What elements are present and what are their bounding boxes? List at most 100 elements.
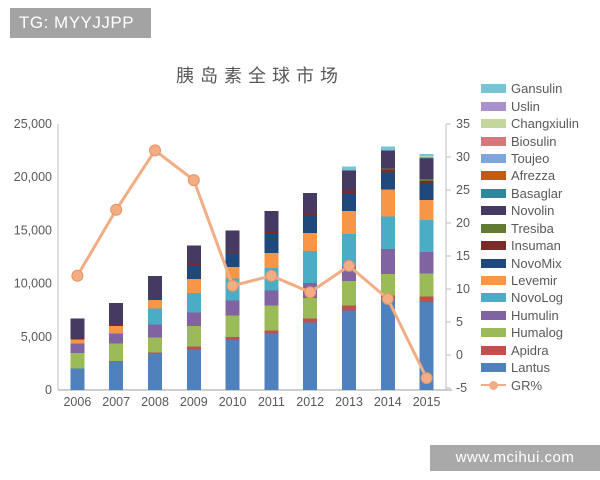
legend-item-humulin: Humulin (481, 307, 599, 324)
bar-segment-lantus (303, 322, 318, 390)
bar-segment-novomix (70, 339, 85, 340)
bar-segment-levemir (419, 200, 434, 220)
bar-segment-humalog (70, 353, 85, 369)
bar-segment-novolin (342, 170, 356, 191)
legend-item-toujeo: Toujeo (481, 150, 599, 167)
bar-segment-novomix (109, 325, 124, 327)
legend-item-novolin: Novolin (481, 202, 599, 219)
bar-segment-novomix (380, 172, 395, 190)
right-axis-tick-label: -5 (456, 381, 467, 395)
bar-segment-humulin (225, 300, 240, 316)
legend-label-tresiba: Tresiba (511, 220, 554, 236)
bar-segment-insuman (264, 232, 279, 235)
bar-segment-tresiba (419, 179, 434, 182)
legend-swatch-basaglar (481, 188, 506, 198)
legend-swatch-uslin (481, 101, 506, 111)
legend-swatch-humulin (481, 310, 506, 320)
bar-segment-toujeo (419, 157, 434, 158)
legend-swatch-apidra (481, 345, 506, 355)
legend-item-tresiba: Tresiba (481, 220, 599, 237)
legend-swatch-lantus (481, 363, 506, 373)
growth-rate-marker (226, 279, 239, 292)
bar-segment-lantus (380, 298, 395, 390)
growth-rate-marker (343, 259, 355, 272)
legend-line-marker-dot (489, 380, 498, 390)
bar-segment-novolin (419, 158, 434, 180)
legend-item-humalog: Humalog (481, 324, 599, 341)
left-axis-tick-label: 0 (45, 383, 52, 397)
growth-rate-line (76, 148, 428, 379)
bar-segment-novolog (419, 219, 434, 252)
legend-label-humalog: Humalog (511, 325, 564, 341)
bar-segment-novolog (303, 251, 318, 283)
legend-label-levemir: Levemir (511, 273, 558, 289)
bar-segment-insuman (419, 181, 434, 184)
legend-swatch-afrezza (481, 171, 506, 181)
legend-label-novolog: NovoLog (511, 290, 564, 306)
legend-swatch-changxiulin (481, 119, 506, 129)
bar-segment-humalog (109, 343, 124, 361)
bar-segment-humalog (186, 326, 201, 347)
legend-label-basaglar: Basaglar (511, 185, 563, 201)
bar-segment-apidra (186, 346, 201, 350)
x-axis-year-label: 2007 (102, 395, 130, 409)
bar-segment-apidra (225, 337, 240, 341)
legend-swatch-novomix (481, 258, 506, 268)
legend-item-lantus: Lantus (481, 359, 599, 376)
legend-swatch-levemir (481, 276, 506, 286)
bar-segment-insuman (186, 263, 201, 266)
bar-segment-humulin (380, 249, 395, 274)
legend-item-novomix: NovoMix (481, 254, 599, 271)
x-axis-year-label: 2014 (374, 395, 402, 409)
chart-title: 胰岛素全球市场 (176, 66, 344, 87)
bar-segment-insuman (148, 297, 162, 299)
bar-segment-novomix (186, 265, 201, 279)
bar-segment-levemir (186, 278, 201, 294)
bar-segment-humalog (148, 337, 162, 353)
bar-segment-apidra (419, 296, 434, 302)
bar-segment-novomix (225, 252, 240, 268)
legend-label-uslin: Uslin (511, 98, 540, 114)
bar-segment-novolin (186, 245, 201, 264)
legend-swatch-gansulin (481, 84, 506, 94)
legend-label-afrezza: Afrezza (511, 168, 556, 184)
legend-label-biosulin: Biosulin (511, 133, 557, 149)
left-axis-tick-label: 25,000 (14, 117, 52, 131)
bar-segment-lantus (264, 333, 279, 390)
bar-segment-apidra (148, 352, 162, 354)
legend-swatch-humalog (481, 328, 506, 338)
legend-item-levemir: Levemir (481, 272, 599, 289)
x-axis-year-label: 2010 (219, 395, 247, 409)
bar-segment-insuman (342, 190, 356, 194)
report-tag-badge: TG: MYYJJPP (10, 8, 151, 38)
bar-segment-novolin (109, 302, 124, 325)
bar-segment-levemir (109, 326, 124, 333)
bar-segment-novolog (186, 293, 201, 313)
bar-segment-tresiba (380, 168, 395, 170)
legend-label-changxiulin: Changxiulin (511, 116, 579, 132)
legend-label-humulin: Humulin (511, 307, 559, 323)
bar-segment-insuman (225, 250, 240, 253)
bar-segment-levemir (148, 299, 162, 309)
bar-segment-lantus (342, 310, 356, 390)
x-axis-year-label: 2012 (296, 395, 324, 409)
bar-segment-levemir (264, 252, 279, 268)
bar-segment-insuman (303, 213, 318, 216)
growth-rate-marker (304, 286, 317, 299)
bar-segment-novolog (109, 332, 124, 335)
bar-segment-humalog (419, 273, 434, 297)
legend-swatch-novolog (481, 293, 506, 303)
legend-item-gr: GR% (481, 376, 599, 393)
bar-segment-gansulin (380, 146, 395, 151)
bar-segment-humulin (264, 290, 279, 306)
bar-segment-humalog (225, 315, 240, 338)
bar-segment-insuman (380, 169, 395, 173)
bar-segment-insuman (109, 324, 124, 326)
growth-rate-marker (420, 372, 433, 385)
bar-segment-gansulin (419, 153, 434, 156)
bar-segment-humalog (303, 297, 318, 319)
legend-swatch-tresiba (481, 223, 506, 233)
legend-label-toujeo: Toujeo (511, 150, 550, 166)
chart-legend: Gansulin Uslin Changxiulin Biosulin Toujeo Af… (481, 80, 599, 394)
